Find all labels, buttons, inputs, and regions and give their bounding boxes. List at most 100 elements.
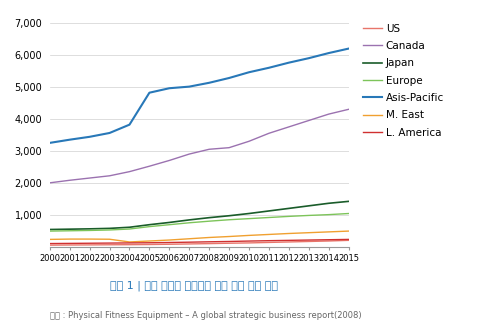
Europe [286, 215, 292, 218]
L. America [67, 241, 73, 245]
Europe [326, 213, 332, 216]
L. America [226, 240, 232, 243]
L. America [206, 240, 212, 244]
Japan [166, 220, 172, 224]
Japan [226, 214, 232, 218]
Asis-Pacific [306, 56, 312, 60]
US [47, 243, 53, 247]
L. America [186, 240, 192, 244]
Japan [346, 199, 352, 203]
Canada [306, 118, 312, 122]
Canada [126, 170, 132, 174]
Asis-Pacific [186, 85, 192, 89]
US [266, 240, 272, 244]
Asis-Pacific [67, 138, 73, 142]
Europe [206, 219, 212, 223]
Line: Canada: Canada [50, 109, 349, 183]
Europe [166, 223, 172, 227]
US [107, 243, 113, 247]
US [87, 243, 93, 247]
Line: M. East: M. East [50, 231, 349, 242]
Japan [326, 201, 332, 205]
Asis-Pacific [206, 81, 212, 85]
Asis-Pacific [246, 70, 252, 74]
US [186, 242, 192, 246]
US [326, 239, 332, 243]
M. East [47, 238, 53, 241]
Europe [306, 214, 312, 217]
L. America [107, 241, 113, 245]
Europe [87, 228, 93, 232]
M. East [146, 239, 152, 243]
L. America [146, 241, 152, 245]
Canada [166, 159, 172, 163]
Japan [286, 206, 292, 210]
Text: 출처 : Physical Fitness Equipment – A global strategic business report(2008): 출처 : Physical Fitness Equipment – A glob… [50, 311, 362, 320]
Canada [266, 131, 272, 135]
M. East [107, 237, 113, 241]
Canada [186, 152, 192, 156]
US [206, 241, 212, 245]
Asis-Pacific [47, 141, 53, 145]
Europe [266, 215, 272, 219]
Japan [67, 227, 73, 231]
US [246, 241, 252, 245]
L. America [246, 239, 252, 243]
L. America [87, 241, 93, 245]
Japan [206, 216, 212, 220]
Canada [286, 125, 292, 129]
US [166, 242, 172, 246]
L. America [47, 241, 53, 245]
Text: 그림 1 | 세계 스포츠 헬스케어 관련 시장 성장 추세: 그림 1 | 세계 스포츠 헬스케어 관련 시장 성장 추세 [110, 281, 278, 291]
M. East [67, 237, 73, 241]
US [286, 240, 292, 244]
L. America [266, 239, 272, 243]
L. America [166, 240, 172, 244]
Asis-Pacific [226, 76, 232, 80]
Europe [186, 221, 192, 225]
Japan [107, 226, 113, 230]
US [67, 243, 73, 247]
M. East [126, 240, 132, 244]
US [226, 241, 232, 245]
Canada [326, 112, 332, 116]
Europe [226, 218, 232, 222]
M. East [186, 237, 192, 241]
Asis-Pacific [266, 66, 272, 70]
Japan [146, 223, 152, 227]
Europe [67, 229, 73, 233]
Canada [226, 146, 232, 150]
M. East [246, 234, 252, 238]
Asis-Pacific [87, 135, 93, 139]
Japan [246, 212, 252, 215]
US [306, 240, 312, 243]
L. America [126, 241, 132, 245]
Asis-Pacific [146, 91, 152, 95]
Line: US: US [50, 240, 349, 245]
M. East [306, 231, 312, 235]
M. East [206, 236, 212, 240]
US [146, 242, 152, 246]
Legend: US, Canada, Japan, Europe, Asis-Pacific, M. East, L. America: US, Canada, Japan, Europe, Asis-Pacific,… [363, 24, 444, 138]
M. East [326, 230, 332, 234]
Asis-Pacific [286, 61, 292, 64]
Canada [67, 178, 73, 182]
M. East [166, 238, 172, 242]
Line: Asis-Pacific: Asis-Pacific [50, 49, 349, 143]
Asis-Pacific [326, 51, 332, 55]
L. America [286, 239, 292, 242]
Canada [346, 107, 352, 111]
Asis-Pacific [126, 123, 132, 127]
M. East [266, 233, 272, 237]
M. East [346, 229, 352, 233]
Japan [186, 218, 192, 222]
Asis-Pacific [166, 86, 172, 90]
Canada [206, 147, 212, 151]
Europe [146, 225, 152, 229]
Canada [107, 174, 113, 178]
US [126, 243, 132, 247]
Japan [87, 227, 93, 231]
Line: Europe: Europe [50, 214, 349, 231]
Europe [346, 212, 352, 215]
Japan [306, 204, 312, 208]
